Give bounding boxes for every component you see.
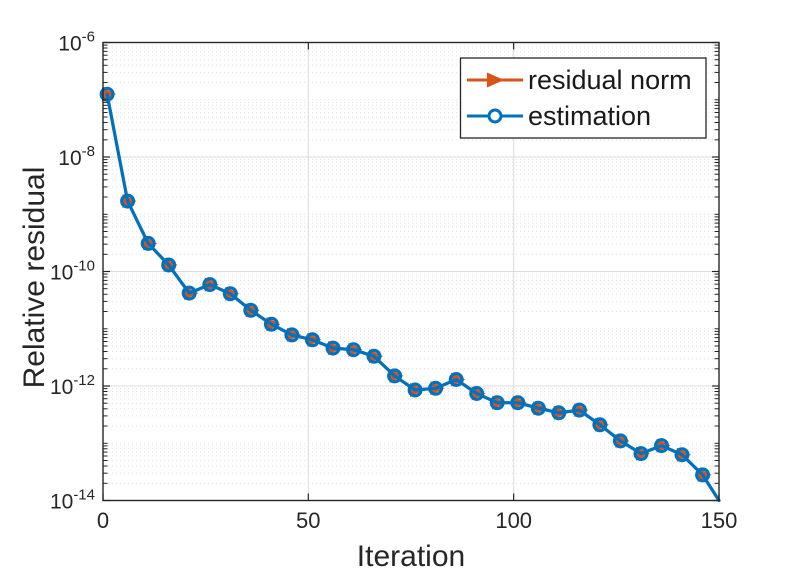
legend-right-triangle-marker — [487, 72, 504, 88]
open-circle-marker — [202, 277, 218, 293]
open-circle-marker — [428, 380, 444, 396]
y-axis-label: Relative residual — [18, 167, 51, 389]
open-circle-marker — [695, 467, 711, 483]
open-circle-marker — [653, 438, 669, 454]
open-circle-marker — [469, 386, 485, 402]
open-circle-marker — [181, 285, 197, 301]
open-circle-marker — [387, 368, 403, 384]
open-circle-marker — [551, 405, 567, 421]
open-circle-marker — [366, 348, 382, 364]
open-circle-marker — [448, 372, 464, 388]
open-circle-marker — [263, 316, 279, 332]
open-circle-marker — [489, 395, 505, 411]
y-tick-label: 10-6 — [58, 29, 95, 56]
x-tick-label: 150 — [701, 508, 738, 533]
open-circle-marker — [120, 193, 136, 209]
legend-box — [459, 57, 707, 139]
open-circle-marker — [530, 400, 546, 416]
open-circle-marker — [284, 327, 300, 343]
legend-label: residual norm — [528, 65, 692, 95]
open-circle-marker — [243, 302, 259, 318]
open-circle-marker — [633, 446, 649, 462]
y-tick-label: 10-14 — [50, 487, 95, 514]
legend-label: estimation — [528, 101, 651, 131]
x-tick-label: 0 — [97, 508, 109, 533]
open-circle-marker — [407, 382, 423, 398]
open-circle-marker — [612, 433, 628, 449]
open-circle-marker — [161, 257, 177, 273]
open-circle-marker — [304, 332, 320, 348]
x-tick-label: 100 — [495, 508, 532, 533]
open-circle-marker — [571, 402, 587, 418]
open-circle-marker — [325, 340, 341, 356]
open-circle-marker — [346, 342, 362, 358]
x-tick-label: 50 — [296, 508, 320, 533]
open-circle-marker — [674, 447, 690, 463]
right-triangle-marker — [102, 87, 117, 102]
open-circle-marker — [592, 417, 608, 433]
legend: residual norm estimation — [459, 57, 707, 139]
x-axis-label: Iteration — [357, 540, 465, 573]
legend-open-circle-marker — [487, 108, 503, 124]
y-tick-label: 10-8 — [58, 143, 95, 170]
series-line-estimation — [105, 92, 721, 503]
open-circle-marker — [510, 395, 526, 411]
open-circle-marker — [222, 286, 238, 302]
y-tick-label: 10-10 — [50, 258, 95, 285]
y-tick-label: 10-12 — [50, 372, 95, 399]
open-circle-marker — [140, 235, 156, 251]
